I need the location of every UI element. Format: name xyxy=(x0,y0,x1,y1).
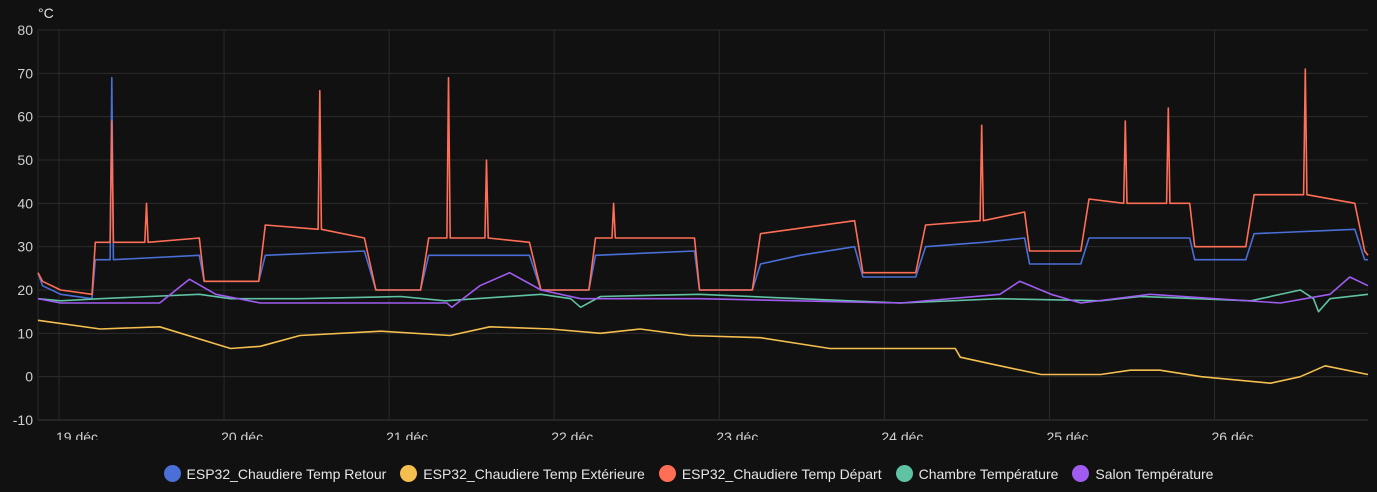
legend-color-dot-icon xyxy=(400,465,418,482)
y-tick-label: 20 xyxy=(17,282,33,298)
legend-label: Chambre Température xyxy=(918,465,1059,482)
y-axis-unit-label: °C xyxy=(38,5,54,21)
y-tick-label: 40 xyxy=(17,195,33,211)
y-tick-label: 10 xyxy=(17,325,33,341)
legend-label: ESP32_Chaudiere Temp Départ xyxy=(681,465,882,482)
line-chart: -10 0 10 20 30 40 50 60 70 80 19 déc. 20 déc. 21 déc… xyxy=(13,22,1369,440)
legend-color-dot-icon xyxy=(163,465,181,482)
y-tick-label: 80 xyxy=(17,22,33,38)
y-tick-label: -10 xyxy=(13,412,33,428)
y-tick-label: 50 xyxy=(17,152,33,168)
legend-color-dot-icon xyxy=(658,465,676,482)
legend-item[interactable]: Salon Température xyxy=(1072,465,1213,482)
chart-legend: ESP32_Chaudiere Temp Retour ESP32_Chaudie… xyxy=(0,465,1377,482)
legend-item[interactable]: ESP32_Chaudiere Temp Retour xyxy=(163,465,387,482)
x-tick-label: 23 déc. xyxy=(716,429,762,440)
legend-item[interactable]: Chambre Température xyxy=(895,465,1059,482)
legend-item[interactable]: ESP32_Chaudiere Temp Départ xyxy=(658,465,882,482)
legend-item[interactable]: ESP32_Chaudiere Temp Extérieure xyxy=(400,465,645,482)
series-line-1 xyxy=(37,319,1369,384)
legend-color-dot-icon xyxy=(1072,465,1090,482)
legend-label: ESP32_Chaudiere Temp Retour xyxy=(186,465,387,482)
series-line-3 xyxy=(37,289,1369,313)
x-tick-label: 25 déc. xyxy=(1046,429,1092,440)
x-tick-label: 19 déc. xyxy=(56,429,102,440)
series-line-4 xyxy=(37,271,1369,309)
x-tick-label: 26 déc. xyxy=(1212,429,1258,440)
y-tick-label: 30 xyxy=(17,239,33,255)
legend-label: ESP32_Chaudiere Temp Extérieure xyxy=(423,465,645,482)
x-tick-label: 22 déc. xyxy=(551,429,597,440)
y-tick-label: 0 xyxy=(25,369,33,385)
y-tick-label: 70 xyxy=(17,65,33,81)
legend-label: Salon Température xyxy=(1095,465,1214,482)
x-tick-label: 20 déc. xyxy=(221,429,267,440)
x-tick-label: 24 déc. xyxy=(881,429,927,440)
legend-color-dot-icon xyxy=(895,465,913,482)
x-tick-label: 21 déc. xyxy=(386,429,432,440)
y-tick-label: 60 xyxy=(17,109,33,125)
series-line-2 xyxy=(37,68,1369,296)
